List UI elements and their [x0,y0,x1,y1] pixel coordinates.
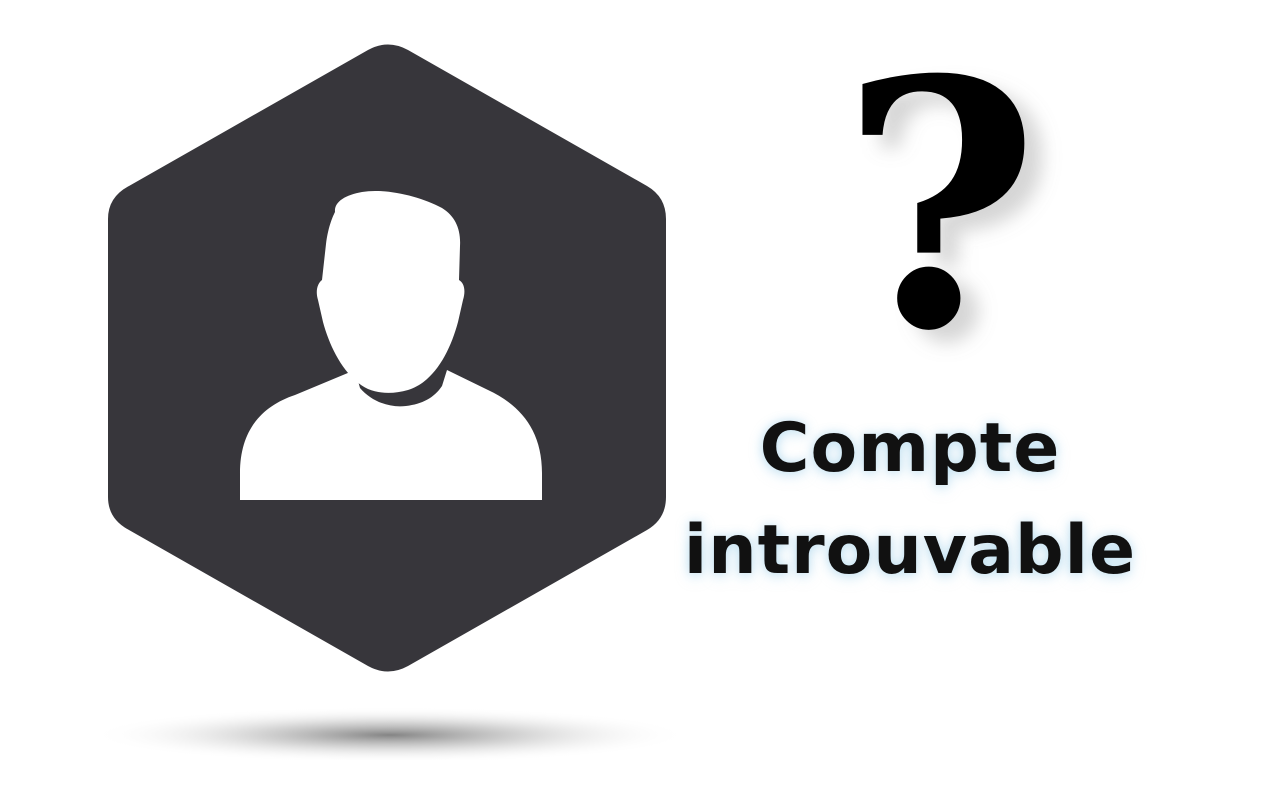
avatar-badge [90,30,690,760]
user-silhouette-icon [240,190,542,500]
avatar-floor-shadow [90,707,690,760]
avatar-graphic [90,44,690,760]
message-line-2: introuvable [683,511,1137,590]
question-badge: ? ? [800,55,1080,365]
question-mark-glyph: ? [840,55,1039,365]
question-mark-shadow: ? [858,55,1057,365]
message-line-1: Compte [759,409,1061,488]
question-mark-icon: ? ? [840,55,1057,365]
account-not-found-message: Compte introuvable [640,398,1180,602]
